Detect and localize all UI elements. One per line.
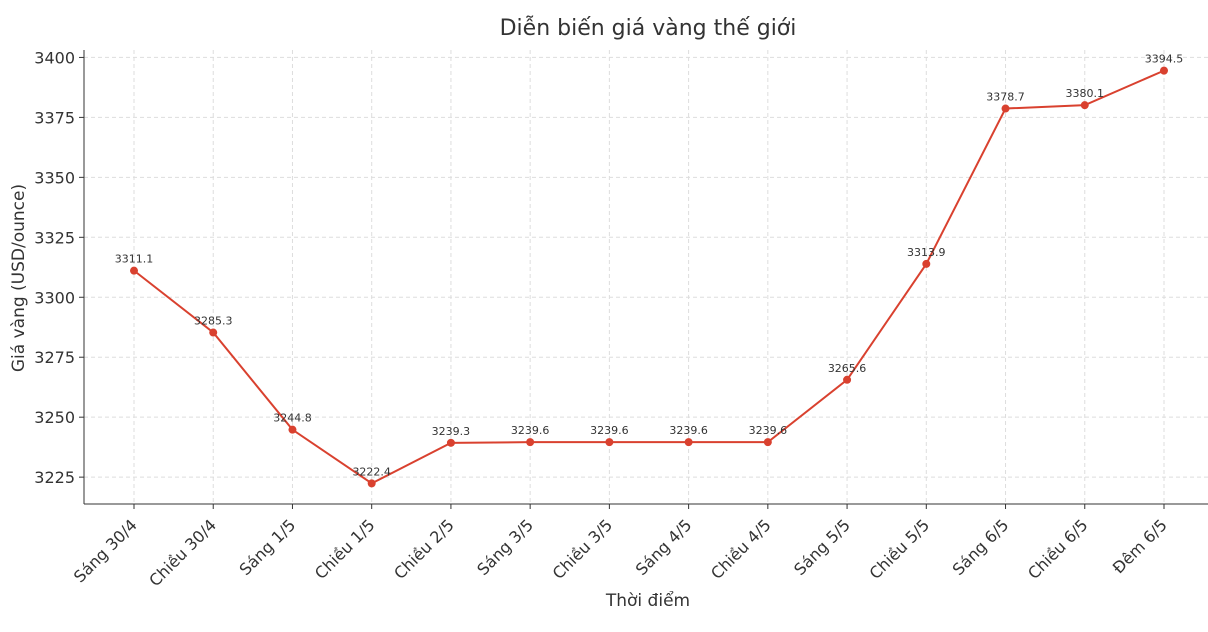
point xyxy=(130,266,138,275)
value-label: 3380.1 xyxy=(1066,87,1105,100)
point xyxy=(446,438,455,447)
point xyxy=(763,438,772,447)
value-label: 3394.5 xyxy=(1145,53,1184,66)
value-label: 3239.3 xyxy=(432,425,471,438)
x-tick-label: Chiều 5/5 xyxy=(866,515,934,583)
x-tick-label: Sáng 1/5 xyxy=(236,515,300,579)
x-tick-label: Chiều 6/5 xyxy=(1024,515,1092,583)
value-label: 3265.6 xyxy=(828,362,867,375)
x-tick-label: Sáng 4/5 xyxy=(632,515,696,579)
y-tick-label: 3225 xyxy=(34,468,75,487)
x-axis-label: Thời điểm xyxy=(605,590,690,611)
point xyxy=(526,438,535,447)
x-tick-label: Sáng 6/5 xyxy=(949,515,1013,579)
y-tick-label: 3275 xyxy=(34,348,75,367)
x-tick-label: Đêm 6/5 xyxy=(1109,515,1171,577)
point xyxy=(1159,66,1168,75)
x-tick-label: Chiều 1/5 xyxy=(311,515,379,583)
point xyxy=(1001,104,1010,113)
point xyxy=(605,438,614,447)
value-label: 3239.6 xyxy=(511,424,550,437)
x-tick-label: Chiều 2/5 xyxy=(390,515,458,583)
x-tick-label: Chiều 30/4 xyxy=(145,515,220,590)
point xyxy=(843,375,852,384)
x-tick-label: Sáng 5/5 xyxy=(790,515,854,579)
y-tick-label: 3375 xyxy=(34,108,75,127)
y-tick-label: 3350 xyxy=(34,168,75,187)
y-axis-label: Giá vàng (USD/ounce) xyxy=(9,184,29,372)
value-label: 3239.6 xyxy=(669,424,708,437)
value-label: 3378.7 xyxy=(986,91,1025,104)
value-label: 3311.1 xyxy=(115,253,154,266)
point xyxy=(684,438,693,447)
point xyxy=(922,259,931,268)
value-label: 3239.6 xyxy=(590,424,629,437)
x-tick-label: Chiều 3/5 xyxy=(549,515,617,583)
point xyxy=(367,479,376,488)
point xyxy=(288,425,297,434)
x-tick-label: Sáng 3/5 xyxy=(473,515,537,579)
point xyxy=(1080,101,1089,110)
chart-title: Diễn biến giá vàng thế giới xyxy=(500,15,797,41)
value-label: 3285.3 xyxy=(194,315,233,328)
point xyxy=(209,328,218,337)
y-tick-label: 3250 xyxy=(34,408,75,427)
y-tick-label: 3300 xyxy=(34,288,75,307)
value-label: 3313.9 xyxy=(907,246,946,259)
value-label: 3244.8 xyxy=(273,412,312,425)
y-tick-label: 3400 xyxy=(34,48,75,67)
line xyxy=(133,69,1165,485)
x-tick-label: Chiều 4/5 xyxy=(707,515,775,583)
value-label: 3222.4 xyxy=(352,465,391,478)
y-tick-label: 3325 xyxy=(34,228,75,247)
x-tick-label: Sáng 30/4 xyxy=(70,515,141,586)
value-label: 3239.6 xyxy=(749,424,788,437)
